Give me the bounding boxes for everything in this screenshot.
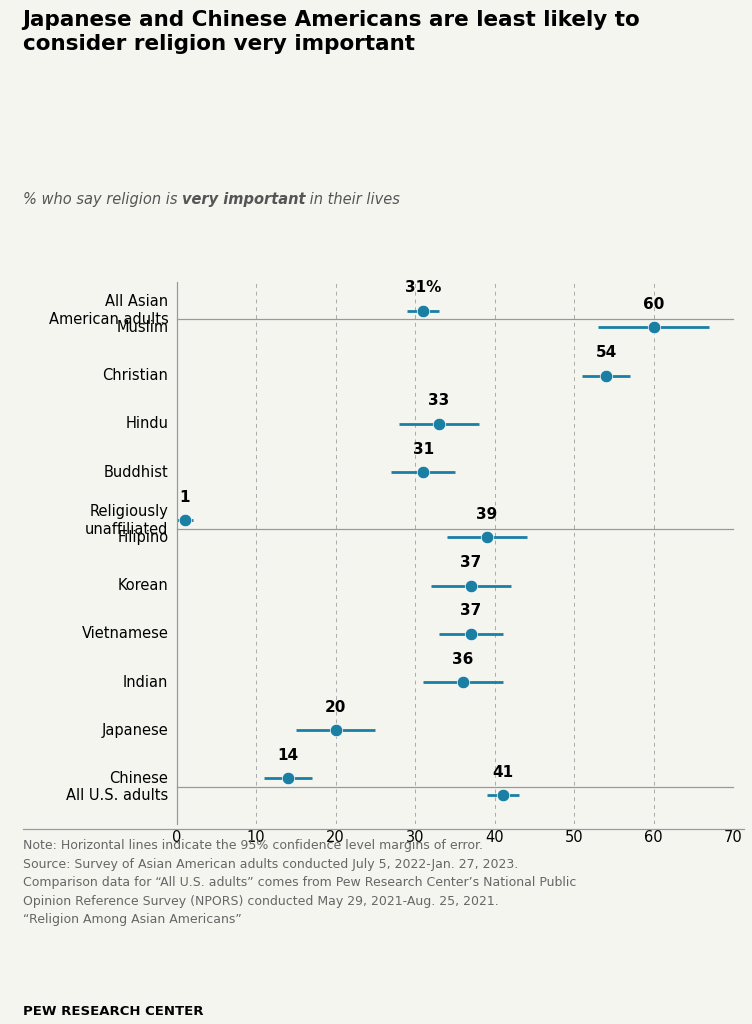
Text: Japanese and Chinese Americans are least likely to
consider religion very import: Japanese and Chinese Americans are least… [23,10,640,54]
Text: 37: 37 [460,555,481,570]
Text: 39: 39 [476,507,497,522]
Text: 31%: 31% [405,281,441,295]
Text: 41: 41 [492,765,513,780]
Text: PEW RESEARCH CENTER: PEW RESEARCH CENTER [23,1006,203,1018]
Text: 54: 54 [596,345,617,360]
Text: 1: 1 [180,489,190,505]
Text: % who say religion is: % who say religion is [23,193,182,207]
Text: 60: 60 [643,297,664,312]
Text: 31: 31 [413,441,434,457]
Text: Note: Horizontal lines indicate the 95% confidence level margins of error.
Sourc: Note: Horizontal lines indicate the 95% … [23,840,576,926]
Text: in their lives: in their lives [305,193,400,207]
Text: 37: 37 [460,603,481,618]
Text: very important: very important [182,193,305,207]
Text: 20: 20 [325,699,347,715]
Text: 36: 36 [452,651,474,667]
Text: 14: 14 [277,749,299,763]
Text: 33: 33 [429,393,450,409]
